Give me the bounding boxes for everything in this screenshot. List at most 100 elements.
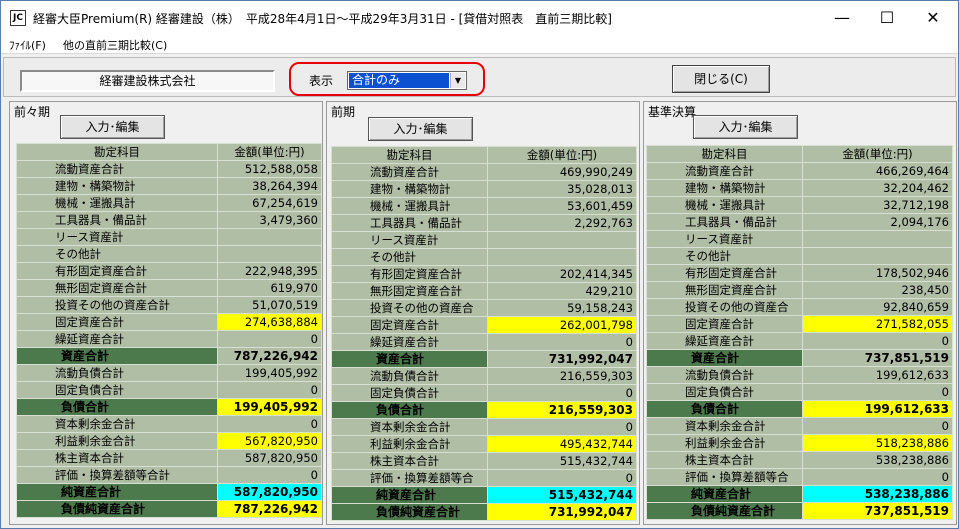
amount-cell[interactable]	[802, 247, 953, 265]
amount-cell[interactable]: 238,450	[802, 281, 953, 299]
account-name: 株主資本合計	[646, 451, 803, 469]
amount-cell[interactable]: 731,992,047	[487, 503, 637, 521]
amount-cell[interactable]: 515,432,744	[487, 486, 637, 504]
amount-cell[interactable]: 0	[802, 417, 953, 435]
app-icon[interactable]: JC	[10, 10, 26, 26]
amount-cell[interactable]: 787,226,942	[217, 347, 322, 365]
amount-cell[interactable]: 469,990,249	[487, 163, 637, 181]
table-header: 勘定科目 金額(単位:円)	[16, 143, 322, 161]
column-header-account: 勘定科目	[16, 143, 218, 161]
amount-cell[interactable]: 429,210	[487, 282, 637, 300]
amount-cell[interactable]	[217, 245, 322, 263]
amount-cell[interactable]: 0	[487, 333, 637, 351]
amount-cell[interactable]: 466,269,464	[802, 162, 953, 180]
account-name: 流動資産合計	[331, 163, 488, 181]
amount-cell[interactable]: 216,559,303	[487, 401, 637, 419]
amount-cell[interactable]: 495,432,744	[487, 435, 637, 453]
amount-cell[interactable]: 51,070,519	[217, 296, 322, 314]
amount-cell[interactable]: 199,612,633	[802, 400, 953, 418]
amount-cell[interactable]: 274,638,884	[217, 313, 322, 331]
amount-cell[interactable]: 199,612,633	[802, 366, 953, 384]
close-window-button[interactable]: ✕	[910, 1, 956, 34]
edit-button[interactable]: 入力･編集	[368, 117, 473, 141]
amount-cell[interactable]: 199,405,992	[217, 364, 322, 382]
account-name: リース資産計	[331, 231, 488, 249]
account-name: 固定資産合計	[331, 316, 488, 334]
amount-cell[interactable]: 0	[487, 418, 637, 436]
title-bar[interactable]: JC 経審大臣Premium(R) 経審建設（株） 平成28年4月1日～平成29…	[1, 1, 958, 34]
amount-cell[interactable]: 0	[802, 383, 953, 401]
amount-cell[interactable]	[802, 230, 953, 248]
amount-cell[interactable]: 2,094,176	[802, 213, 953, 231]
amount-cell[interactable]: 67,254,619	[217, 194, 322, 212]
edit-button[interactable]: 入力･編集	[693, 115, 798, 139]
edit-button[interactable]: 入力･編集	[60, 115, 165, 139]
amount-cell[interactable]: 0	[487, 384, 637, 402]
table-row: 固定資産合計 271,582,055	[646, 315, 953, 333]
account-name: 工具器具・備品計	[16, 211, 218, 229]
table-row: 固定資産合計 262,001,798	[331, 316, 637, 334]
account-name: 負債合計	[646, 400, 803, 418]
chevron-down-icon[interactable]: ▼	[450, 73, 465, 88]
amount-cell[interactable]: 32,204,462	[802, 179, 953, 197]
amount-cell[interactable]: 92,840,659	[802, 298, 953, 316]
minimize-button[interactable]: —	[819, 1, 865, 34]
window-title: 経審大臣Premium(R) 経審建設（株） 平成28年4月1日～平成29年3月…	[33, 12, 612, 26]
amount-cell[interactable]: 737,851,519	[802, 349, 953, 367]
amount-cell[interactable]: 518,238,886	[802, 434, 953, 452]
column-header-account: 勘定科目	[646, 145, 803, 163]
amount-cell[interactable]: 32,712,198	[802, 196, 953, 214]
amount-cell[interactable]: 0	[217, 330, 322, 348]
amount-cell[interactable]: 567,820,950	[217, 432, 322, 450]
amount-cell[interactable]: 53,601,459	[487, 197, 637, 215]
table-row: 建物・構築物計 38,264,394	[16, 177, 322, 195]
amount-cell[interactable]: 262,001,798	[487, 316, 637, 334]
maximize-button[interactable]: ☐	[864, 1, 910, 34]
amount-cell[interactable]: 59,158,243	[487, 299, 637, 317]
amount-cell[interactable]: 3,479,360	[217, 211, 322, 229]
amount-cell[interactable]: 0	[802, 332, 953, 350]
amount-cell[interactable]: 35,028,013	[487, 180, 637, 198]
amount-cell[interactable]	[487, 231, 637, 249]
amount-cell[interactable]: 512,588,058	[217, 160, 322, 178]
amount-cell[interactable]: 0	[802, 468, 953, 486]
table-row: リース資産計	[646, 230, 953, 248]
account-name: 固定負債合計	[331, 384, 488, 402]
amount-cell[interactable]: 222,948,395	[217, 262, 322, 280]
amount-cell[interactable]	[217, 228, 322, 246]
account-name: 利益剰余金合計	[331, 435, 488, 453]
amount-cell[interactable]: 0	[217, 466, 322, 484]
display-select-value: 合計のみ	[349, 73, 449, 88]
maximize-icon: ☐	[879, 8, 895, 27]
amount-cell[interactable]: 587,820,950	[217, 449, 322, 467]
table-row: その他計	[331, 248, 637, 266]
menu-other-comparison[interactable]: 他の直前三期比較(C)	[63, 39, 168, 52]
amount-cell[interactable]: 787,226,942	[217, 500, 322, 518]
amount-cell[interactable]: 731,992,047	[487, 350, 637, 368]
amount-cell[interactable]: 202,414,345	[487, 265, 637, 283]
account-name: 投資その他の資産合計	[16, 296, 218, 314]
amount-cell[interactable]: 619,970	[217, 279, 322, 297]
amount-cell[interactable]	[487, 248, 637, 266]
amount-cell[interactable]: 38,264,394	[217, 177, 322, 195]
amount-cell[interactable]: 737,851,519	[802, 502, 953, 520]
amount-cell[interactable]: 0	[217, 415, 322, 433]
table-row: 固定負債合計 0	[646, 383, 953, 401]
amount-cell[interactable]: 0	[487, 469, 637, 487]
menu-file[interactable]: ﾌｧｲﾙ(F)	[9, 39, 46, 52]
amount-cell[interactable]: 515,432,744	[487, 452, 637, 470]
amount-cell[interactable]: 2,292,763	[487, 214, 637, 232]
amount-cell[interactable]: 271,582,055	[802, 315, 953, 333]
display-select[interactable]: 合計のみ ▼	[347, 71, 467, 90]
table-row: 流動負債合計 216,559,303	[331, 367, 637, 385]
amount-cell[interactable]: 587,820,950	[217, 483, 322, 501]
amount-cell[interactable]: 216,559,303	[487, 367, 637, 385]
amount-cell[interactable]: 0	[217, 381, 322, 399]
amount-cell[interactable]: 538,238,886	[802, 485, 953, 503]
balance-table: 勘定科目 金額(単位:円) 流動資産合計 466,269,464 建物・構築物計 32,2…	[646, 145, 953, 520]
account-name: その他計	[16, 245, 218, 263]
amount-cell[interactable]: 538,238,886	[802, 451, 953, 469]
amount-cell[interactable]: 199,405,992	[217, 398, 322, 416]
amount-cell[interactable]: 178,502,946	[802, 264, 953, 282]
close-button[interactable]: 閉じる(C)	[672, 65, 770, 93]
